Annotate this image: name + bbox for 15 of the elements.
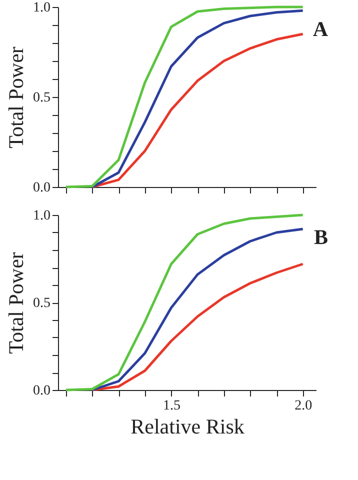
y-tick-label: 0.0 xyxy=(33,384,50,398)
y-tick-label: 0.0 xyxy=(33,180,50,196)
y-tick-label: 0.5 xyxy=(33,296,50,311)
y-axis-title: Total Power xyxy=(4,46,28,148)
x-axis-title: Relative Risk xyxy=(130,414,245,438)
text: A xyxy=(312,17,329,41)
line-series xyxy=(64,214,304,392)
line-series xyxy=(90,228,304,392)
y-tick-label: 1.0 xyxy=(33,0,50,16)
y-axis-title: Total Power xyxy=(4,252,28,354)
y-tick-label: 0.5 xyxy=(33,90,50,106)
text: B xyxy=(314,225,328,249)
x-tick-label: 1.5 xyxy=(162,398,180,414)
y-tick-label: 1.0 xyxy=(33,208,50,224)
x-tick-label: 2.0 xyxy=(294,398,312,414)
